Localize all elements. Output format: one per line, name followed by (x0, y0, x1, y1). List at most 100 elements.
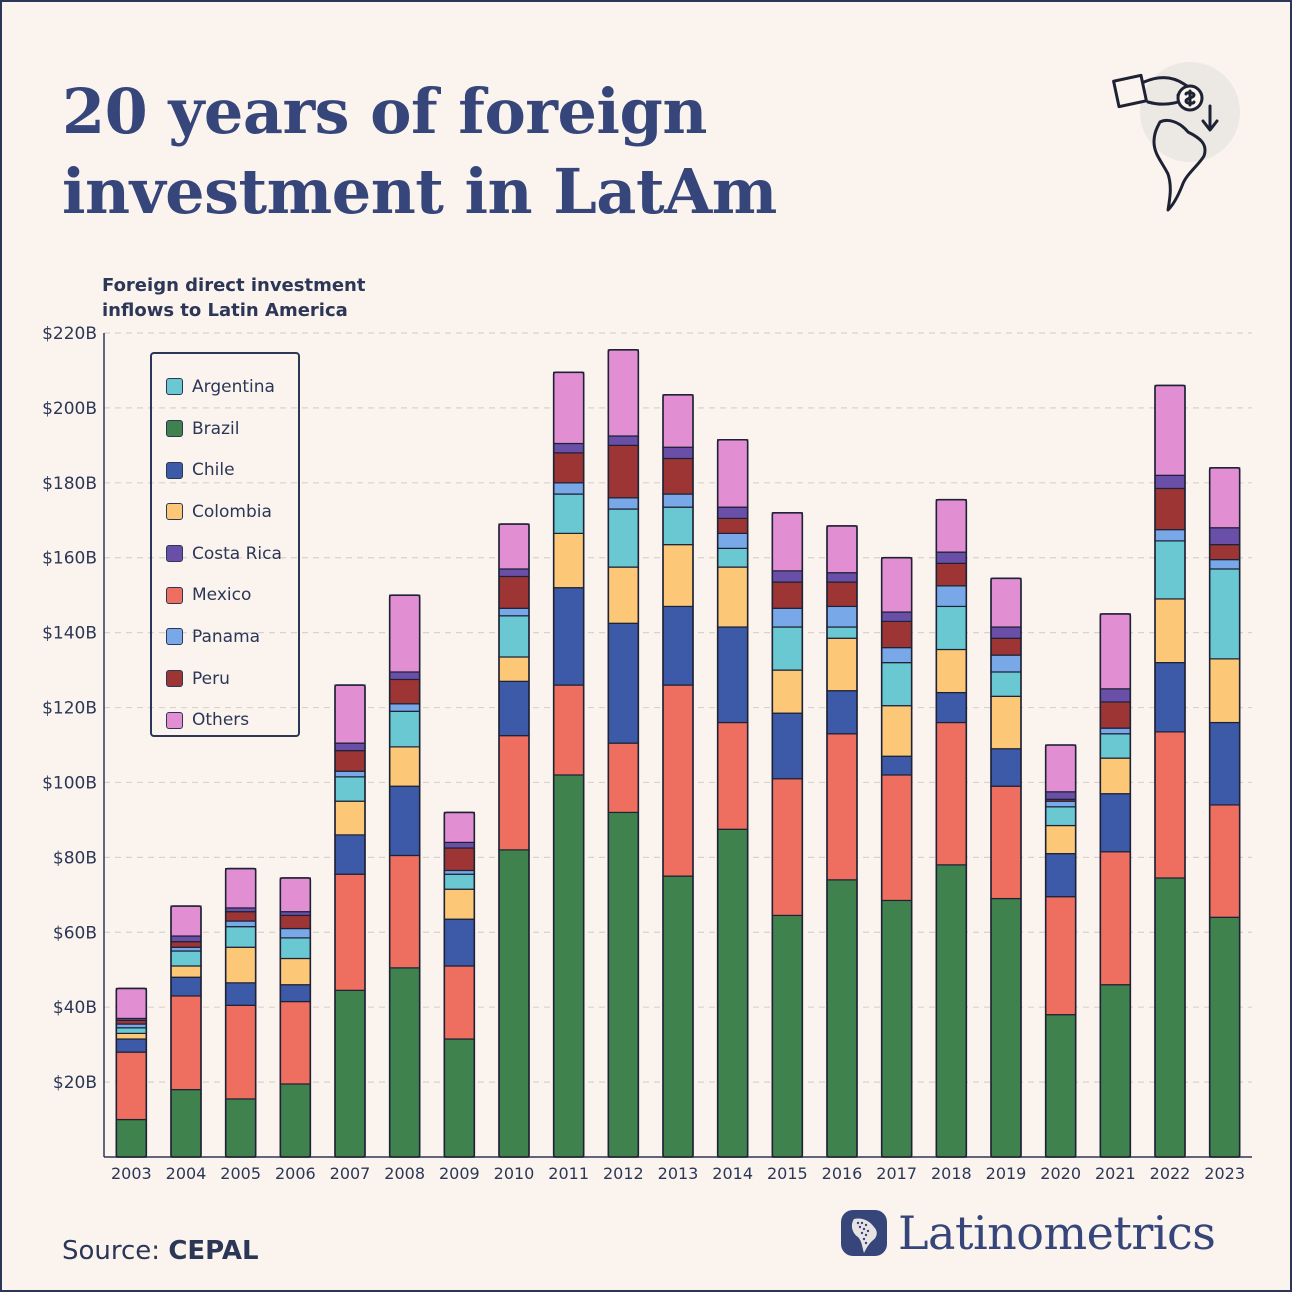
bar-outline (170, 905, 202, 1158)
hand-coin-map-icon (1112, 62, 1240, 212)
x-tick-label: 2018 (931, 1164, 972, 1183)
bar-segment-peru (443, 847, 475, 872)
bar-segment-mexico (170, 995, 202, 1091)
bar-segment-mexico (498, 735, 530, 851)
bar-segment-panama (771, 607, 803, 628)
bar-segment-brazil (881, 899, 913, 1158)
legend-label: Colombia (192, 501, 272, 522)
bar-segment-others (334, 684, 366, 744)
bar-segment-brazil (717, 828, 749, 1158)
bar-segment-colombia (771, 669, 803, 714)
legend-swatch (166, 670, 183, 688)
bar-segment-others (826, 525, 858, 574)
bar-outline (935, 498, 968, 1158)
title-line-2: investment in LatAm (62, 155, 777, 228)
x-tick-label: 2003 (111, 1164, 152, 1183)
bar-2023 (1208, 467, 1241, 1158)
bar-segment-panama (279, 927, 311, 939)
bar-outline (443, 811, 476, 1158)
legend-label: Costa Rica (192, 543, 282, 564)
legend-swatch (166, 545, 183, 563)
x-tick-label: 2012 (603, 1164, 644, 1183)
bar-outline (771, 511, 804, 1158)
bar-segment-argentina (225, 926, 257, 948)
bar-segment-brazil (662, 875, 694, 1158)
legend-item-peru: Peru (152, 658, 298, 700)
bar-segment-panama (1045, 800, 1077, 808)
x-tick-label: 2013 (658, 1164, 699, 1183)
bar-segment-chile (935, 691, 967, 724)
bar-2007 (334, 684, 366, 1158)
bar-segment-argentina (334, 776, 366, 802)
bar-segment-argentina (662, 506, 694, 546)
legend-label: Peru (192, 668, 230, 689)
bar-segment-others (389, 594, 421, 673)
bar-segment-chile (1099, 793, 1131, 853)
bar-segment-costa-rica (607, 435, 639, 446)
bar-segment-peru (1154, 487, 1186, 531)
bar-segment-others (553, 371, 585, 445)
bar-segment-argentina (1099, 733, 1131, 759)
bar-segment-mexico (771, 778, 803, 917)
bar-segment-panama (717, 532, 749, 549)
bar-segment-peru (662, 457, 694, 495)
bar-segment-costa-rica (717, 506, 749, 519)
bar-segment-others (1045, 744, 1077, 793)
x-tick-label: 2015 (767, 1164, 808, 1183)
bar-segment-argentina (771, 626, 803, 671)
legend-label: Chile (192, 460, 235, 481)
bar-segment-colombia (662, 544, 694, 608)
brand-logo: Latinometrics (840, 1206, 1216, 1260)
bar-segment-chile (1045, 853, 1077, 898)
bar-segment-panama (1209, 558, 1241, 570)
bar-segment-peru (1209, 544, 1241, 561)
bar-segment-brazil (389, 967, 421, 1158)
bar-outline (1044, 744, 1077, 1158)
bar-segment-colombia (498, 656, 530, 682)
bar-2005 (224, 867, 257, 1158)
bar-segment-chile (170, 976, 202, 997)
bar-segment-others (115, 987, 147, 1020)
bar-segment-costa-rica (771, 570, 803, 583)
y-tick-label: $120B (42, 699, 97, 719)
bar-2013 (662, 393, 694, 1158)
x-tick-label: 2006 (275, 1164, 316, 1183)
bar-segment-peru (498, 575, 530, 609)
bar-segment-costa-rica (935, 551, 967, 564)
bar-segment-mexico (881, 774, 913, 902)
bar-2022 (1154, 384, 1186, 1158)
bar-segment-mexico (553, 684, 585, 776)
bar-segment-peru (717, 517, 749, 534)
bar-2015 (771, 511, 804, 1158)
bar-2016 (826, 525, 858, 1158)
bar-segment-brazil (1209, 916, 1241, 1158)
bar-segment-others (717, 439, 749, 508)
bar-segment-peru (990, 637, 1022, 656)
bar-outline (552, 371, 585, 1158)
bar-segment-costa-rica (443, 841, 475, 849)
y-tick-label: $200B (42, 399, 97, 419)
y-tick-label: $160B (42, 549, 97, 569)
bar-segment-brazil (334, 989, 366, 1158)
bar-segment-chile (443, 918, 475, 967)
bar-segment-mexico (990, 785, 1022, 900)
bar-segment-colombia (990, 695, 1022, 750)
bar-segment-colombia (935, 648, 967, 694)
legend-swatch (166, 461, 183, 479)
bar-segment-brazil (935, 864, 967, 1158)
page-title: 20 years of foreign investment in LatAm (62, 72, 777, 232)
bar-segment-peru (935, 562, 967, 587)
legend-swatch (166, 378, 183, 396)
source-note: Source: CEPAL (62, 1236, 259, 1266)
bar-segment-costa-rica (334, 742, 366, 752)
bar-segment-chile (279, 984, 311, 1003)
bar-segment-brazil (498, 849, 530, 1158)
bar-outline (388, 594, 421, 1158)
bar-segment-peru (225, 911, 257, 922)
bar-segment-peru (279, 914, 311, 930)
bar-2021 (1099, 613, 1132, 1158)
bar-segment-others (1209, 467, 1241, 529)
y-tick-label: $100B (42, 773, 97, 793)
bar-segment-brazil (607, 811, 639, 1158)
